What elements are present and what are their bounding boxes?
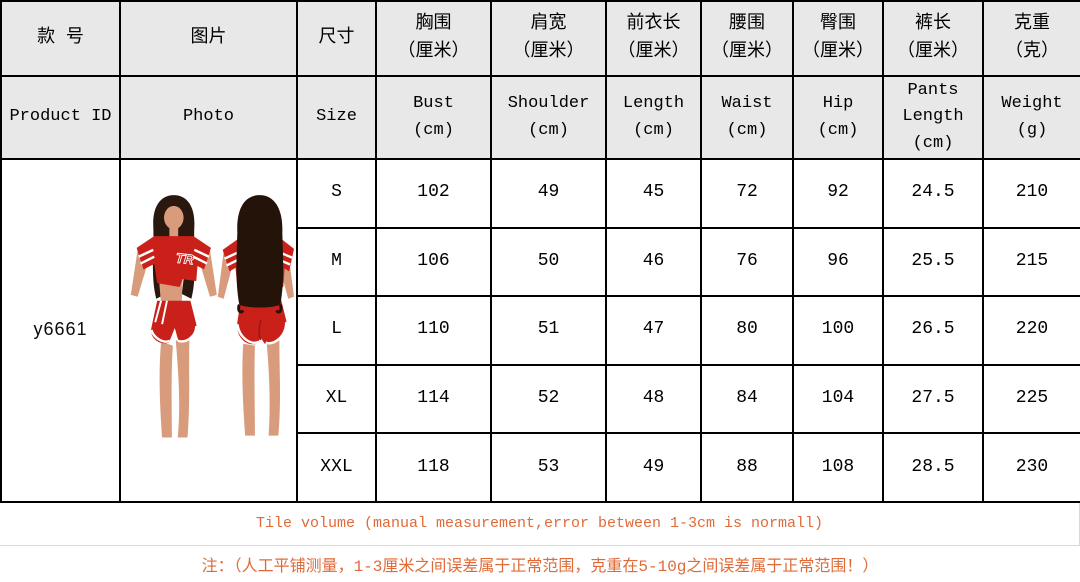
header-en-weight: Weight (g) <box>982 75 1080 160</box>
cell-weight: 230 <box>982 432 1080 503</box>
cell-weight: 215 <box>982 226 1080 298</box>
cell-shoulder: 49 <box>490 158 607 229</box>
header-cn-length: 前衣长 （厘米） <box>605 0 702 77</box>
header-en-product-id: Product ID <box>0 75 121 160</box>
product-photo: TR <box>130 195 295 438</box>
header-cn-hip: 臀围 （厘米） <box>792 0 884 77</box>
header-en-hip: Hip (cm) <box>792 75 884 160</box>
cell-bust: 106 <box>375 226 492 298</box>
cell-shoulder: 50 <box>490 226 607 298</box>
cell-weight: 220 <box>982 295 1080 366</box>
product-photo-back-figure <box>217 195 295 436</box>
header-en-shoulder: Shoulder (cm) <box>490 75 607 160</box>
header-en-size: Size <box>296 75 377 160</box>
size-row-m: M 106 50 46 76 96 25.5 215 <box>1 226 1080 298</box>
header-en-photo: Photo <box>119 75 298 160</box>
cell-shoulder: 52 <box>490 363 607 435</box>
cell-length: 45 <box>605 158 702 229</box>
cell-waist: 76 <box>700 226 794 298</box>
cell-bust: 114 <box>375 363 492 435</box>
header-en-length: Length (cm) <box>605 75 702 160</box>
cell-bust: 102 <box>375 158 492 229</box>
header-row-en: Product ID Photo Size Bust (cm) Shoulder… <box>0 75 1080 160</box>
cell-waist: 88 <box>700 432 794 503</box>
size-row-s: y6661 TR <box>0 158 1080 503</box>
header-en-bust: Bust (cm) <box>375 75 492 160</box>
header-cn-shoulder: 肩宽 （厘米） <box>490 0 607 77</box>
cell-length: 46 <box>605 226 702 298</box>
cell-waist: 84 <box>700 363 794 435</box>
header-row-cn: 款 号 图片 尺寸 胸围 （厘米） 肩宽 （厘米） 前衣长 （厘米） 腰围 （厘… <box>0 0 1080 77</box>
cell-hip: 108 <box>792 432 884 503</box>
cell-weight: 225 <box>982 363 1080 435</box>
svg-text:TR: TR <box>175 251 195 268</box>
cell-bust: 118 <box>375 432 492 503</box>
cell-hip: 96 <box>792 226 884 298</box>
note-chinese: 注：（人工平铺测量，1-3厘米之间误差属于正常范围，克重在5-10g之间误差属于… <box>201 557 879 576</box>
cell-hip: 92 <box>792 158 884 229</box>
cell-pants-length: 26.5 <box>882 295 984 366</box>
size-chart-table: 款 号 图片 尺寸 胸围 （厘米） 肩宽 （厘米） 前衣长 （厘米） 腰围 （厘… <box>0 0 1080 503</box>
size-row-l: L 110 51 47 80 100 26.5 220 <box>1 295 1080 366</box>
cell-size: S <box>296 158 377 229</box>
cell-length: 49 <box>605 432 702 503</box>
header-cn-pants-length: 裤长 （厘米） <box>882 0 984 77</box>
note-english: Tile volume (manual measurement,error be… <box>0 502 1080 546</box>
cell-pants-length: 27.5 <box>882 363 984 435</box>
cell-weight: 210 <box>982 158 1080 229</box>
header-cn-waist: 腰围 （厘米） <box>700 0 794 77</box>
cell-bust: 110 <box>375 295 492 366</box>
size-row-xxl: XXL 118 53 49 88 108 28.5 230 <box>1 432 1080 503</box>
cell-waist: 80 <box>700 295 794 366</box>
cell-hip: 100 <box>792 295 884 366</box>
header-cn-size: 尺寸 <box>296 0 377 77</box>
cell-waist: 72 <box>700 158 794 229</box>
product-id-value: y6661 <box>0 158 121 503</box>
cell-pants-length: 24.5 <box>882 158 984 229</box>
cell-hip: 104 <box>792 363 884 435</box>
cell-pants-length: 28.5 <box>882 432 984 503</box>
cell-size: L <box>296 295 377 366</box>
cell-size: XXL <box>296 432 377 503</box>
cell-shoulder: 53 <box>490 432 607 503</box>
cell-shoulder: 51 <box>490 295 607 366</box>
header-en-pants-length: Pants Length (cm) <box>882 75 984 160</box>
header-cn-weight: 克重 （克） <box>982 0 1080 77</box>
header-cn-photo: 图片 <box>119 0 298 77</box>
product-photo-front-figure: TR <box>130 195 217 438</box>
cell-size: M <box>296 226 377 298</box>
header-cn-bust: 胸围 （厘米） <box>375 0 492 77</box>
product-photo-cell: TR <box>119 158 298 503</box>
header-cn-product-id: 款 号 <box>0 0 121 77</box>
cell-size: XL <box>296 363 377 435</box>
cell-pants-length: 25.5 <box>882 226 984 298</box>
header-en-waist: Waist (cm) <box>700 75 794 160</box>
cell-length: 48 <box>605 363 702 435</box>
cell-length: 47 <box>605 295 702 366</box>
